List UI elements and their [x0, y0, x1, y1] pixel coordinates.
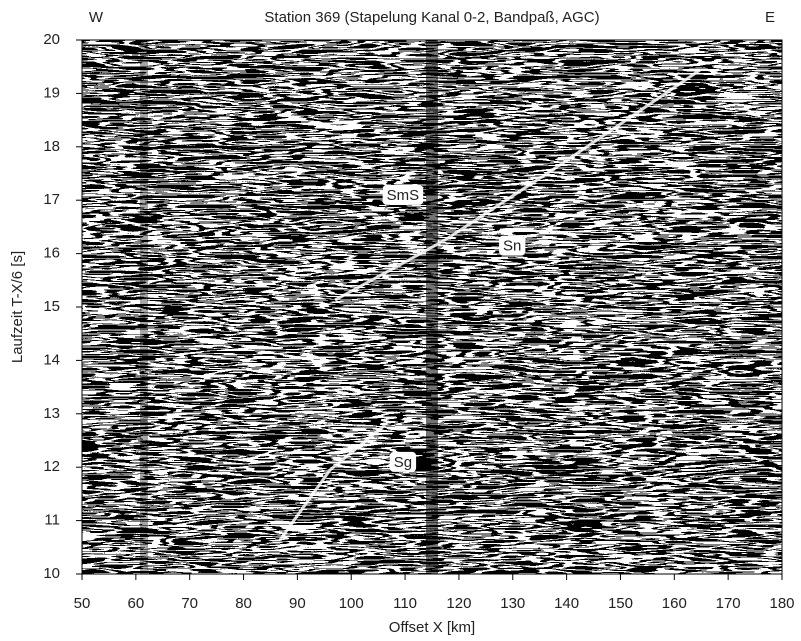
annotation-box [499, 235, 526, 256]
x-tick-label: 130 [500, 595, 525, 612]
direction-label: W [89, 9, 104, 26]
x-axis-label: Offset X [km] [389, 619, 475, 636]
phase-trace [278, 423, 386, 541]
annotation: Sg [394, 454, 412, 471]
annotation: Sn [503, 238, 521, 255]
annotation-box [389, 451, 417, 472]
annotation-box [382, 184, 424, 205]
x-tick-label: 80 [235, 595, 252, 612]
x-tick-label: 60 [128, 595, 145, 612]
y-tick-label: 16 [43, 245, 60, 262]
y-tick-label: 20 [43, 31, 60, 48]
chart-title: Station 369 (Stapelung Kanal 0-2, Bandpa… [264, 9, 599, 26]
y-axis-label: Laufzeit T-X/6 [s] [9, 251, 26, 363]
x-tick-label: 70 [181, 595, 198, 612]
y-tick-label: 10 [43, 565, 60, 582]
x-tick-label: 150 [608, 595, 633, 612]
y-tick-label: 12 [43, 458, 60, 475]
y-tick-label: 14 [43, 351, 60, 368]
record-section [82, 40, 782, 574]
x-tick-label: 140 [554, 595, 579, 612]
x-tick-label: 50 [74, 595, 91, 612]
x-tick-label: 120 [446, 595, 471, 612]
y-tick-label: 18 [43, 138, 60, 155]
x-tick-label: 110 [393, 595, 417, 612]
y-tick-label: 17 [43, 191, 60, 208]
phase-trace [334, 68, 701, 302]
y-tick-label: 13 [43, 405, 60, 422]
x-tick-label: 90 [289, 595, 306, 612]
y-tick-label: 11 [44, 512, 60, 529]
x-tick-label: 180 [769, 595, 794, 612]
y-tick-label: 19 [43, 84, 60, 101]
x-tick-label: 170 [716, 595, 741, 612]
dark-trace-band [140, 40, 148, 574]
y-tick-label: 15 [43, 298, 60, 315]
x-tick-label: 160 [662, 595, 687, 612]
direction-label: E [765, 9, 775, 26]
x-tick-label: 100 [339, 595, 364, 612]
dark-trace-band [426, 40, 438, 574]
annotation: SmS [387, 187, 420, 204]
